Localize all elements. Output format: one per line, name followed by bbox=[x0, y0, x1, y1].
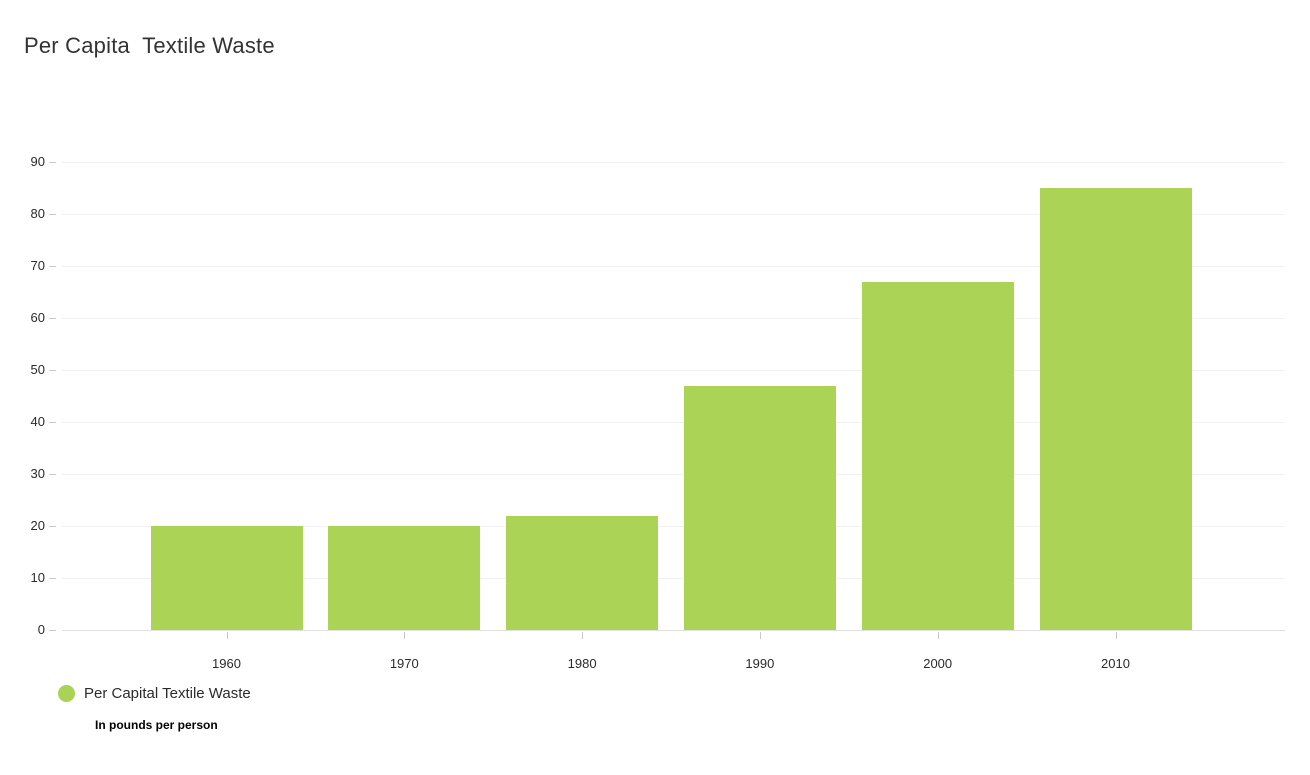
y-axis-tick bbox=[49, 526, 56, 527]
legend-item[interactable]: Per Capital Textile Waste bbox=[58, 685, 251, 702]
y-axis-label-60: 60 bbox=[30, 310, 45, 325]
y-axis-tick bbox=[49, 318, 56, 319]
y-axis-label-90: 90 bbox=[30, 154, 45, 169]
gridline-y-50 bbox=[62, 370, 1285, 371]
bar-2010[interactable] bbox=[1039, 188, 1192, 630]
x-axis-tick bbox=[1115, 632, 1117, 639]
gridline-y-40 bbox=[62, 422, 1285, 423]
x-axis-tick bbox=[404, 632, 406, 639]
bar-1990[interactable] bbox=[683, 385, 836, 630]
y-axis-label-80: 80 bbox=[30, 206, 45, 221]
x-axis-label-2010: 2010 bbox=[1101, 656, 1130, 671]
x-axis-tick bbox=[937, 632, 939, 639]
legend-label: Per Capital Textile Waste bbox=[84, 685, 251, 702]
bar-1960[interactable] bbox=[150, 526, 303, 630]
x-axis-tick bbox=[582, 632, 584, 639]
y-axis-tick bbox=[49, 266, 56, 267]
y-axis-label-40: 40 bbox=[30, 414, 45, 429]
gridline-y-60 bbox=[62, 318, 1285, 319]
x-axis-label-1960: 1960 bbox=[212, 656, 241, 671]
x-axis-tick bbox=[759, 632, 761, 639]
y-axis-label-30: 30 bbox=[30, 466, 45, 481]
x-axis-tick bbox=[226, 632, 228, 639]
bar-1980[interactable] bbox=[506, 515, 659, 630]
y-axis-tick bbox=[49, 474, 56, 475]
y-axis-tick bbox=[49, 578, 56, 579]
y-axis-tick bbox=[49, 162, 56, 163]
y-axis-tick bbox=[49, 422, 56, 423]
y-axis-label-20: 20 bbox=[30, 518, 45, 533]
gridline-y-30 bbox=[62, 474, 1285, 475]
gridline-y-70 bbox=[62, 266, 1285, 267]
y-axis-tick bbox=[49, 370, 56, 371]
gridline-y-20 bbox=[62, 526, 1285, 527]
y-axis-label-10: 10 bbox=[30, 570, 45, 585]
legend-swatch-circle bbox=[58, 685, 75, 702]
x-axis-label-1990: 1990 bbox=[745, 656, 775, 671]
x-axis-label-1980: 1980 bbox=[567, 656, 597, 671]
x-axis-line bbox=[62, 630, 1285, 631]
y-axis-label-0: 0 bbox=[37, 622, 45, 637]
chart-title: Per Capita Textile Waste bbox=[24, 33, 275, 58]
bar-1970[interactable] bbox=[328, 526, 481, 630]
gridline-y-80 bbox=[62, 214, 1285, 215]
gridline-y-10 bbox=[62, 578, 1285, 579]
legend-units-note: In pounds per person bbox=[95, 718, 218, 732]
bar-2000[interactable] bbox=[861, 281, 1014, 630]
x-axis-label-1970: 1970 bbox=[389, 656, 419, 671]
x-axis-label-2000: 2000 bbox=[923, 656, 953, 671]
y-axis-label-70: 70 bbox=[30, 258, 45, 273]
gridline-y-90 bbox=[62, 162, 1285, 163]
y-axis-tick bbox=[49, 630, 56, 631]
y-axis-tick bbox=[49, 214, 56, 215]
y-axis-label-50: 50 bbox=[30, 362, 45, 377]
